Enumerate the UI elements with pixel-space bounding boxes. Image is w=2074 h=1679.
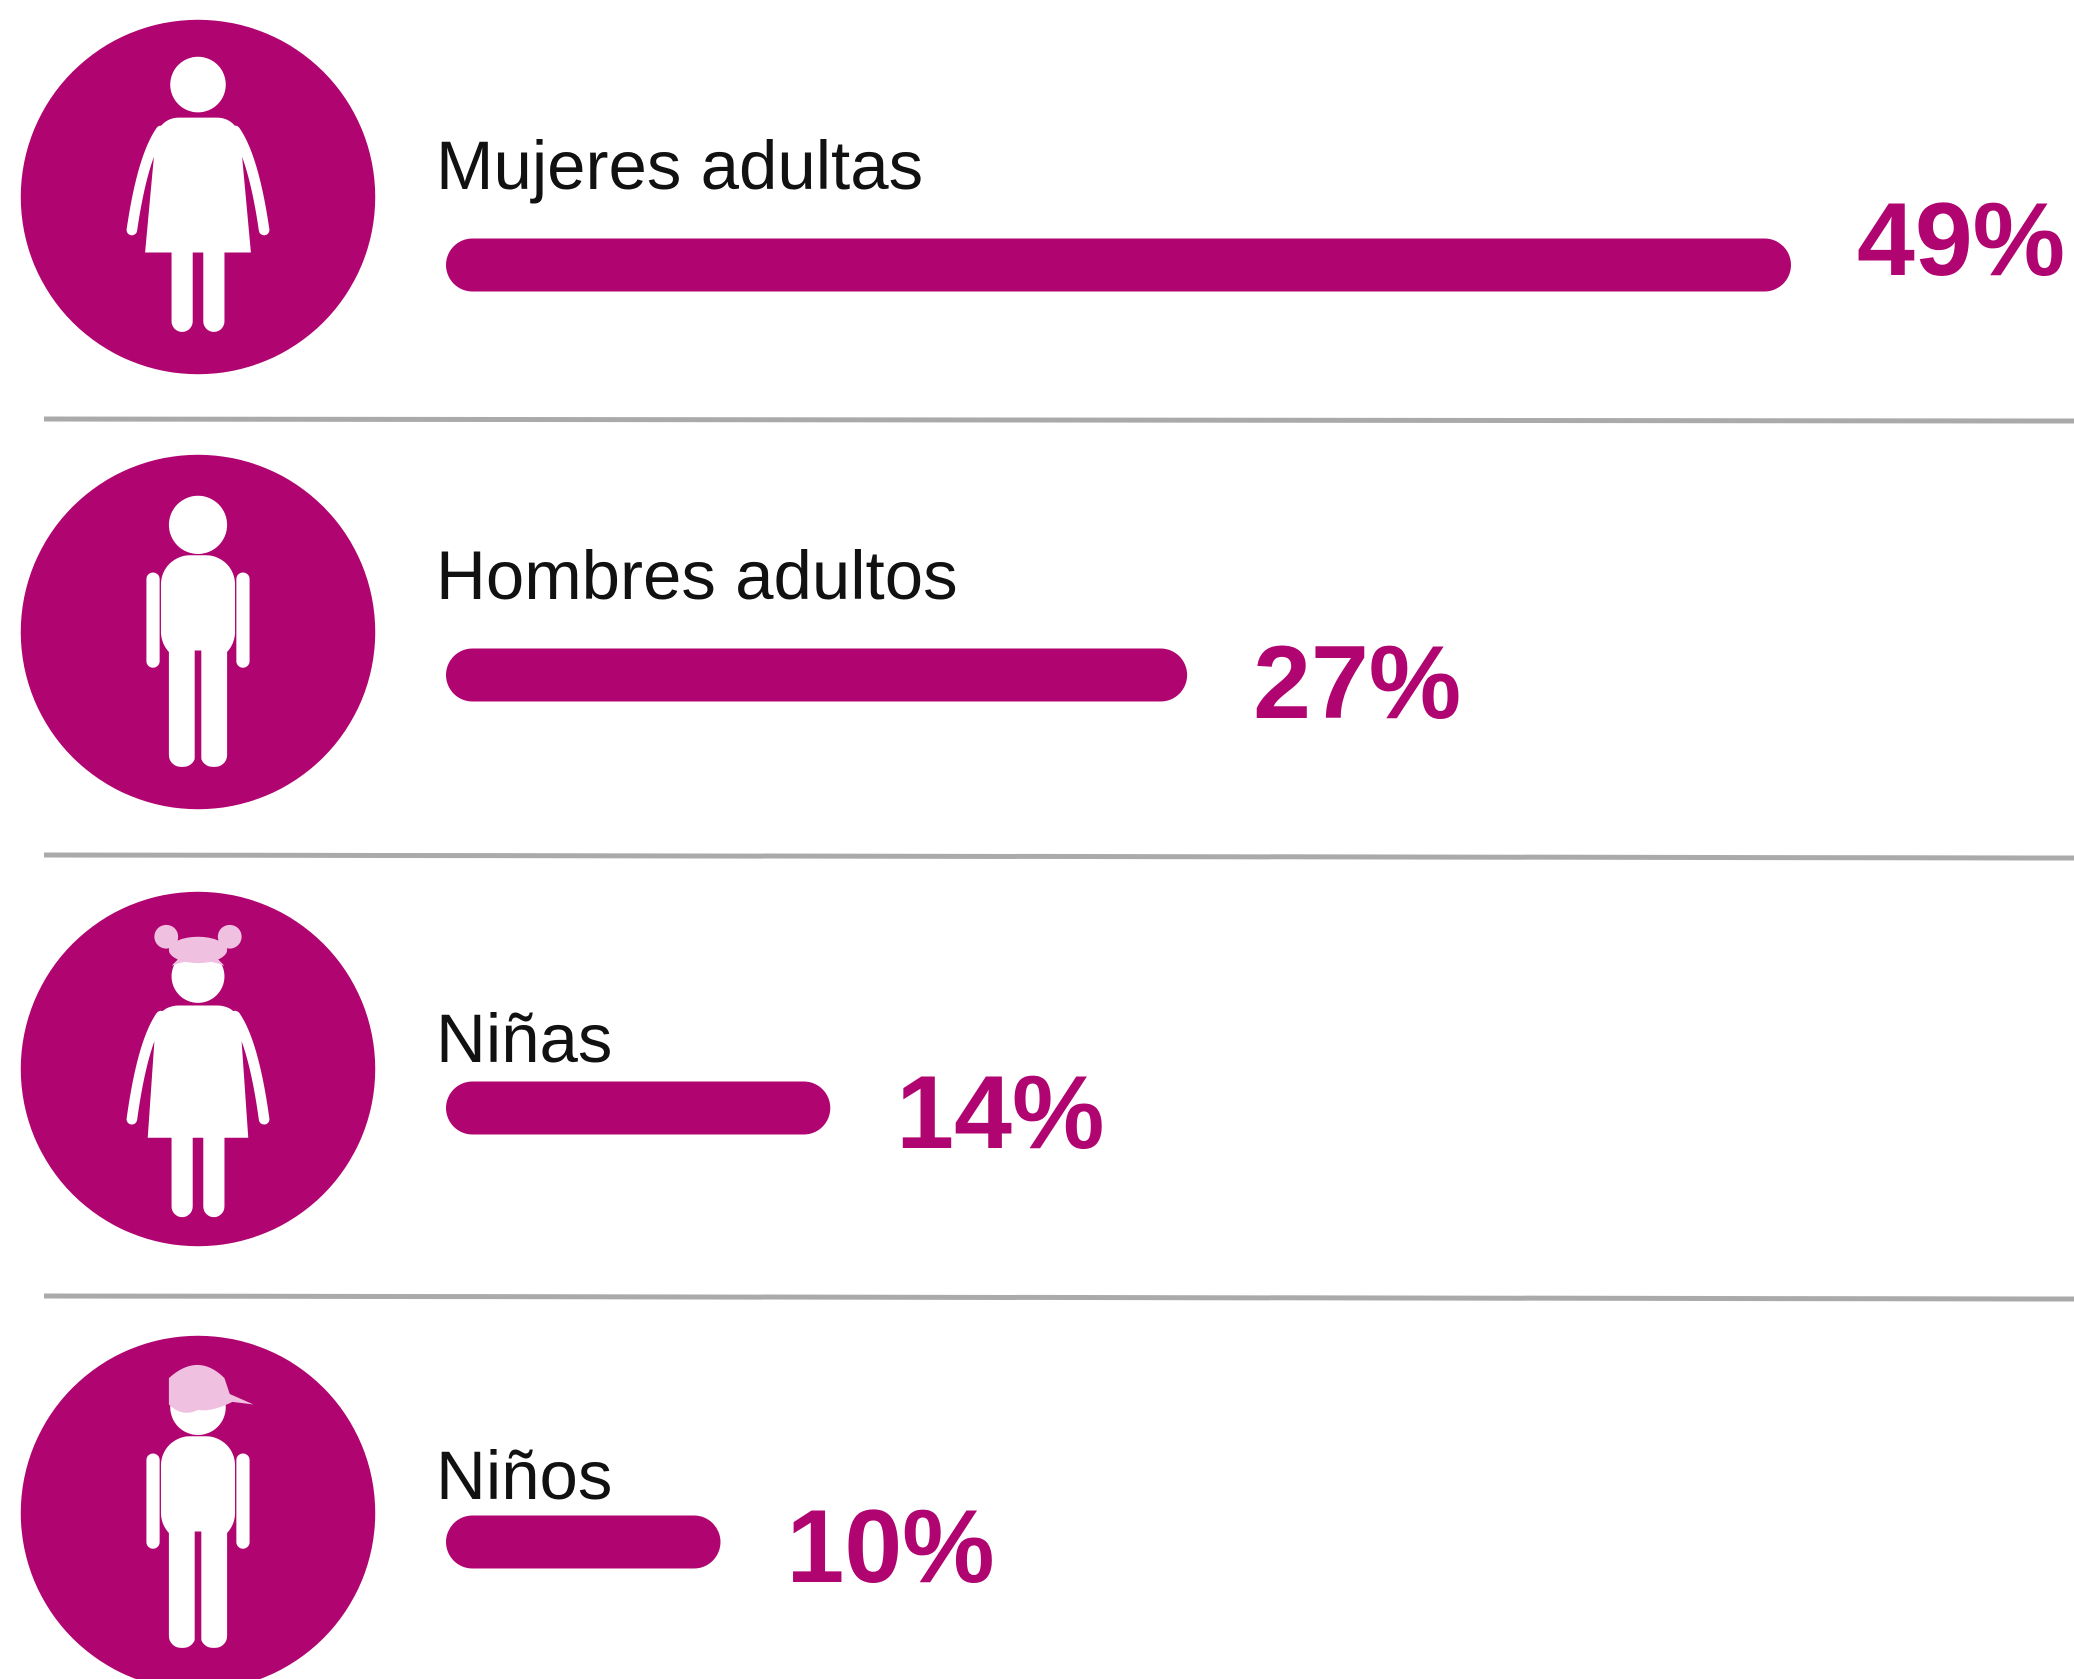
bar: [446, 648, 1188, 702]
separator: [43, 1293, 2074, 1302]
value-label: 10%: [786, 1489, 994, 1605]
value-label: 27%: [1253, 625, 1461, 741]
value-label: 49%: [1857, 182, 2065, 298]
category-label: Niños: [436, 1437, 612, 1514]
separator: [43, 416, 2074, 424]
bar: [446, 1515, 721, 1569]
girl-icon: [20, 891, 376, 1247]
boy-icon: [20, 1335, 376, 1679]
category-label: Mujeres adultas: [436, 127, 923, 204]
bar: [446, 238, 1791, 292]
category-label: Hombres adultos: [436, 537, 958, 614]
woman-icon: [20, 19, 376, 375]
bar: [446, 1081, 831, 1135]
man-icon: [20, 454, 376, 810]
category-label: Niñas: [436, 1000, 612, 1077]
separator: [43, 852, 2074, 861]
value-label: 14%: [896, 1055, 1104, 1171]
